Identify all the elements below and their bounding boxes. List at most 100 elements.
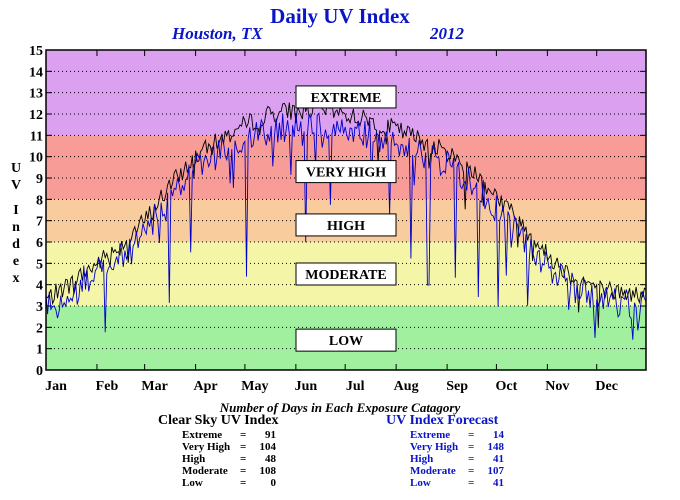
band-labels: LOW MODERATE HIGH VERY HIGH EXTREME: [295, 85, 397, 352]
x-tick-label: Oct: [496, 379, 518, 394]
row-label: Low: [410, 477, 431, 489]
band-label: EXTREME: [311, 91, 382, 106]
band-label-box: [295, 160, 397, 184]
table-row: Low = 0: [182, 477, 276, 489]
band-label: VERY HIGH: [306, 166, 386, 181]
city-label: Houston, TX: [172, 24, 263, 43]
row-value: 104: [259, 441, 277, 453]
clear-sky-heading: Clear Sky UV Index: [158, 413, 279, 428]
row-label: Very High: [410, 441, 459, 453]
forecast-stats: UV Index Forecast Extreme = 14 Very High = 1…: [386, 413, 504, 489]
x-tick-label: Mar: [141, 379, 167, 394]
y-tick-label: 8: [36, 193, 43, 208]
y-tick-label: 6: [36, 236, 43, 251]
y-axis-label-char: e: [12, 254, 20, 269]
row-label: Moderate: [410, 465, 456, 477]
row-value: 41: [493, 477, 504, 489]
y-axis-label-char: d: [12, 237, 20, 252]
row-value: 107: [487, 465, 505, 477]
y-axis-label-char: x: [12, 271, 20, 286]
equals-sign: =: [240, 477, 247, 489]
band-label: LOW: [329, 334, 363, 349]
y-axis-label-char: n: [12, 220, 20, 235]
y-tick-label: 10: [29, 151, 43, 166]
chart-title: Daily UV Index: [270, 4, 410, 28]
x-tick-label: Jul: [346, 379, 365, 394]
x-tick-label: Dec: [595, 379, 618, 394]
row-label: Very High: [182, 441, 231, 453]
y-axis-label-char: V: [10, 178, 22, 193]
row-label: Moderate: [182, 465, 228, 477]
series-clear-line: [46, 99, 647, 327]
equals-sign: =: [240, 453, 247, 465]
series-lines: [45, 99, 647, 340]
table-row: Extreme = 14: [410, 429, 504, 441]
y-axis-label: U V I n d e x: [8, 160, 24, 287]
row-label: Extreme: [182, 429, 223, 441]
row-value: 0: [270, 477, 277, 489]
y-tick-label: 7: [36, 215, 43, 230]
clear-sky-stats: Clear Sky UV Index Extreme = 91 Very High =…: [158, 413, 278, 489]
y-tick-label: 1: [36, 343, 43, 358]
table-row: Moderate = 108: [182, 465, 276, 477]
table-row: Moderate = 107: [410, 465, 504, 477]
band-label: MODERATE: [305, 268, 386, 283]
y-axis-label-char: I: [13, 203, 19, 218]
band-label-box: [295, 213, 397, 237]
band-label-box: [295, 85, 397, 109]
stats-title: Number of Days in Each Exposure Catagory: [219, 400, 461, 415]
equals-sign: =: [240, 429, 247, 441]
x-tick-label: May: [241, 379, 268, 394]
forecast-heading: UV Index Forecast: [386, 413, 499, 428]
y-tick-label: 12: [29, 108, 43, 123]
y-tick-label: 15: [29, 44, 43, 59]
equals-sign: =: [240, 465, 247, 477]
equals-sign: =: [468, 453, 475, 465]
y-tick-label: 11: [30, 129, 43, 144]
table-row: Extreme = 91: [182, 429, 276, 441]
y-tick-label: 9: [36, 172, 43, 187]
y-axis-label-char: U: [10, 161, 22, 176]
row-value: 48: [265, 453, 276, 465]
clear-sky-table: Extreme = 91 Very High = 104 High = 48 Moderat…: [182, 429, 276, 489]
x-tick-label: Jun: [295, 379, 318, 394]
row-label: High: [410, 453, 434, 465]
table-row: High = 41: [410, 453, 504, 465]
row-value: 41: [493, 453, 504, 465]
year-label: 2012: [430, 24, 464, 43]
x-tick-label: Jan: [45, 379, 67, 394]
y-tick-label: 0: [36, 364, 43, 379]
forecast-table: Extreme = 14 Very High = 148 High = 41 Moderat…: [410, 429, 504, 489]
row-value: 91: [265, 429, 276, 441]
y-tick-label: 13: [29, 87, 43, 102]
x-tick-label: Feb: [96, 379, 119, 394]
row-label: Extreme: [410, 429, 451, 441]
table-row: Very High = 104: [182, 441, 276, 453]
row-value: 148: [487, 441, 505, 453]
band-label-box: [295, 328, 397, 352]
x-tick-label: Sep: [446, 379, 468, 394]
y-tick-label: 14: [29, 65, 43, 80]
y-tick-label: 2: [36, 321, 43, 336]
equals-sign: =: [468, 429, 475, 441]
y-tick-label: 5: [36, 257, 43, 272]
row-label: Low: [182, 477, 203, 489]
row-label: High: [182, 453, 206, 465]
y-tick-label: 3: [36, 300, 43, 315]
plot-border: [45, 49, 647, 371]
x-tick-label: Apr: [194, 379, 218, 394]
plot-frame: [45, 49, 647, 371]
table-row: Low = 41: [410, 477, 504, 489]
equals-sign: =: [468, 477, 475, 489]
y-tick-label: 4: [36, 279, 43, 294]
band-label-box: [295, 262, 397, 286]
equals-sign: =: [468, 465, 475, 477]
x-tick-label: Nov: [545, 379, 569, 394]
table-row: Very High = 148: [410, 441, 504, 453]
equals-sign: =: [468, 441, 475, 453]
x-tick-label: Aug: [394, 379, 419, 394]
row-value: 14: [493, 429, 504, 441]
table-row: High = 48: [182, 453, 276, 465]
